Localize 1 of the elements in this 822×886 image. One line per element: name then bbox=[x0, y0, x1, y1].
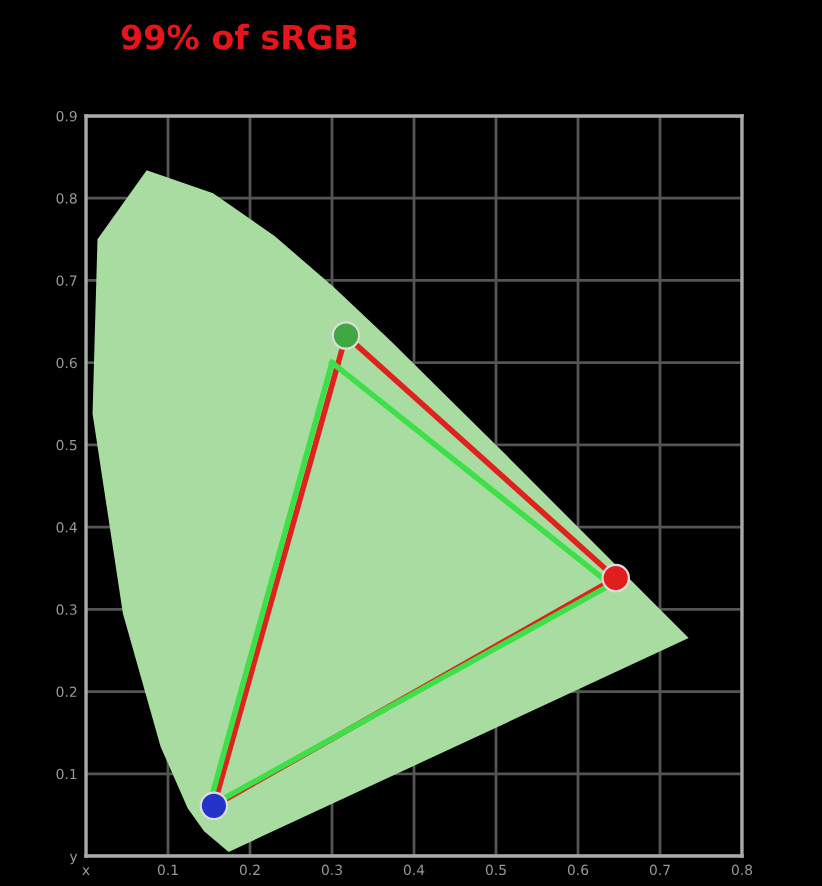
chart-title: 99% of sRGB bbox=[121, 23, 357, 50]
